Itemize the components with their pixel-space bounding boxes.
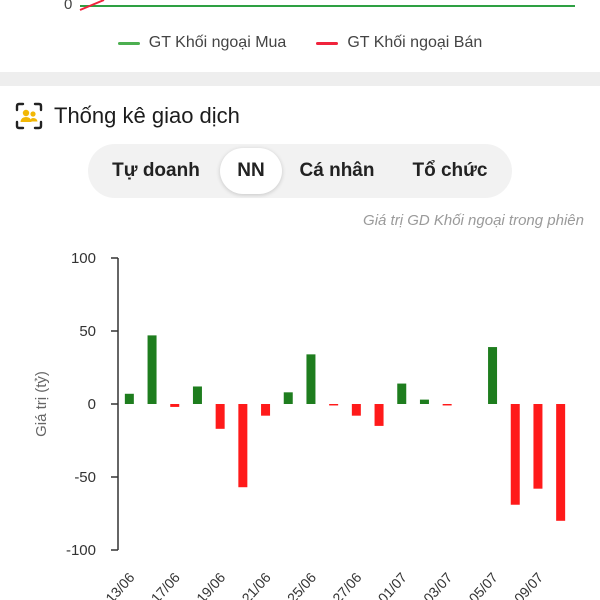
tab-nn[interactable]: NN <box>220 148 282 194</box>
legend-item-sell[interactable]: GT Khối ngoại Bán <box>316 34 482 52</box>
bar-05/07[interactable] <box>488 347 498 404</box>
people-frame-icon <box>15 102 43 130</box>
x-tick-label: 25/06 <box>284 569 319 600</box>
bar-21/06[interactable] <box>261 404 271 416</box>
legend-item-buy[interactable]: GT Khối ngoại Mua <box>117 34 287 52</box>
chart-title: Giá trị GD Khối ngoại trong phiên <box>363 212 584 229</box>
bar-24/06[interactable] <box>283 392 293 404</box>
x-axis: 13/06 17/06 19/06 21/06 25/06 27/06 01/07 03/07… <box>102 569 546 600</box>
legend-label-sell: GT Khối ngoại Bán <box>347 34 483 51</box>
bar-14/06[interactable] <box>147 335 157 404</box>
x-tick-label: 01/07 <box>375 569 410 600</box>
bar-20/06[interactable] <box>238 404 248 488</box>
bar-26/06[interactable] <box>329 404 339 406</box>
previous-chart-legend: GT Khối ngoại Mua GT Khối ngoại Bán <box>0 34 600 52</box>
bar-02/07[interactable] <box>419 399 429 404</box>
bar-28/06[interactable] <box>374 404 384 426</box>
bar-08/07[interactable] <box>510 404 520 505</box>
x-tick-label: 17/06 <box>148 569 183 600</box>
bar-25/06[interactable] <box>306 354 316 404</box>
section-header: Thống kê giao dịch <box>14 100 240 132</box>
previous-chart-legend-card: 0 GT Khối ngoại Mua GT Khối ngoại Bán <box>0 0 600 72</box>
legend-swatch-sell <box>316 41 339 45</box>
section-divider <box>0 72 600 86</box>
y-tick-label: 0 <box>88 396 96 413</box>
previous-chart-zero-label: 0 <box>64 0 73 13</box>
y-tick-label: 100 <box>71 250 96 267</box>
bar-10/07[interactable] <box>556 404 566 521</box>
section-title: Thống kê giao dịch <box>54 103 240 128</box>
legend-label-buy: GT Khối ngoại Mua <box>148 34 287 51</box>
x-tick-label: 13/06 <box>102 569 137 600</box>
x-tick-label: 19/06 <box>193 569 228 600</box>
x-tick-label: 03/07 <box>420 569 455 600</box>
y-axis-title: Giá trị (tỷ) <box>33 371 50 437</box>
bar-03/07[interactable] <box>442 404 452 406</box>
x-tick-label: 09/07 <box>511 569 546 600</box>
tab-ca-nhan[interactable]: Cá nhân <box>299 160 375 181</box>
bar-13/06[interactable] <box>124 393 134 404</box>
bar-01/07[interactable] <box>397 383 407 404</box>
x-tick-label: 05/07 <box>465 569 500 600</box>
bar-27/06[interactable] <box>351 404 361 416</box>
legend-swatch-buy <box>117 41 140 45</box>
bar-17/06[interactable] <box>170 404 180 407</box>
bar-18/06[interactable] <box>192 386 202 404</box>
previous-chart-baseline <box>79 0 575 11</box>
investor-type-tabs: Tự doanh NN Cá nhân Tổ chức <box>88 144 512 198</box>
tab-to-chuc[interactable]: Tổ chức <box>412 160 488 181</box>
tab-tu-doanh[interactable]: Tự doanh <box>112 160 200 181</box>
x-tick-label: 21/06 <box>238 569 273 600</box>
bar-09/07[interactable] <box>533 404 543 489</box>
y-tick-label: 50 <box>79 323 96 340</box>
previous-chart-sell-line <box>79 0 105 11</box>
y-tick-label: -50 <box>74 469 96 486</box>
y-tick-label: -100 <box>66 542 96 559</box>
x-tick-label: 27/06 <box>329 569 364 600</box>
y-axis: 100 50 0 -50 -100 Giá trị (tỷ) <box>33 250 119 559</box>
foreign-trade-bar-chart: 100 50 0 -50 -100 Giá trị (tỷ) 13/06 17/06 19/0… <box>33 250 566 600</box>
bar-19/06[interactable] <box>215 404 225 429</box>
bar-series <box>124 335 566 521</box>
